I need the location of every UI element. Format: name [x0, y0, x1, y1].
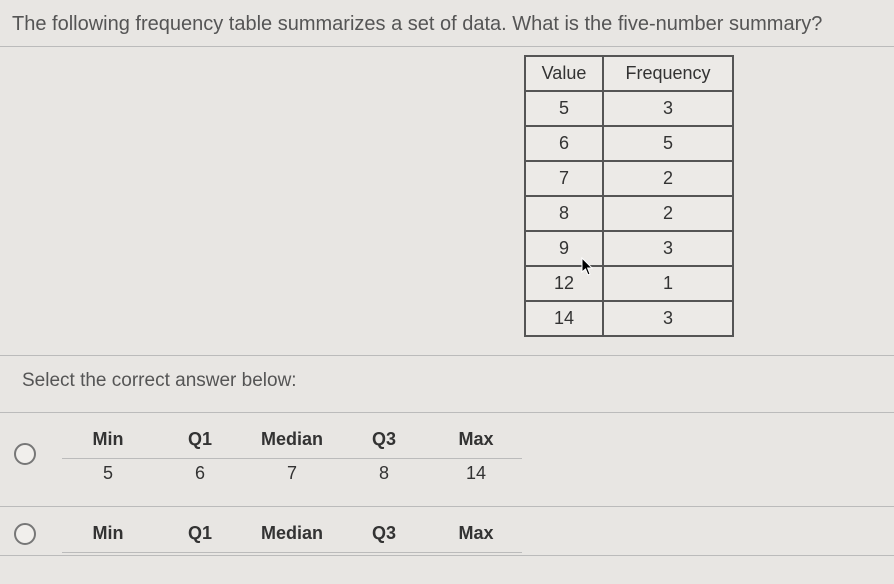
choice-val-max: 14 — [430, 459, 522, 495]
cell-value: 14 — [525, 301, 603, 336]
cell-frequency: 5 — [603, 126, 733, 161]
choice-summary-table: Min Q1 Median Q3 Max 5 6 7 8 14 — [62, 425, 522, 494]
choice-val-median: 7 — [246, 459, 338, 495]
table-row: 12 1 — [525, 266, 733, 301]
table-row: 6 5 — [525, 126, 733, 161]
cell-value: 8 — [525, 196, 603, 231]
cell-frequency: 2 — [603, 196, 733, 231]
table-row: 7 2 — [525, 161, 733, 196]
choice-col-q3: Q3 — [338, 425, 430, 459]
choice-val-q1: 6 — [154, 459, 246, 495]
choice-col-max: Max — [430, 519, 522, 553]
frequency-table: Value Frequency 5 3 6 5 7 2 8 2 9 — [524, 55, 734, 337]
cell-value: 12 — [525, 266, 603, 301]
choice-col-median: Median — [246, 519, 338, 553]
choice-col-max: Max — [430, 425, 522, 459]
cell-value: 5 — [525, 91, 603, 126]
table-row: 14 3 — [525, 301, 733, 336]
table-header-row: Value Frequency — [525, 56, 733, 91]
cell-frequency: 3 — [603, 301, 733, 336]
col-value: Value — [525, 56, 603, 91]
table-row: 8 2 — [525, 196, 733, 231]
cell-value: 6 — [525, 126, 603, 161]
cell-frequency: 3 — [603, 91, 733, 126]
choice-option-2[interactable]: Min Q1 Median Q3 Max — [0, 507, 894, 556]
choice-col-q3: Q3 — [338, 519, 430, 553]
col-frequency: Frequency — [603, 56, 733, 91]
choice-col-min: Min — [62, 425, 154, 459]
choice-val-q3: 8 — [338, 459, 430, 495]
table-row: 9 3 — [525, 231, 733, 266]
choice-val-min: 5 — [62, 459, 154, 495]
cell-frequency: 2 — [603, 161, 733, 196]
choice-col-median: Median — [246, 425, 338, 459]
cell-frequency: 3 — [603, 231, 733, 266]
choice-col-q1: Q1 — [154, 519, 246, 553]
choice-option-1[interactable]: Min Q1 Median Q3 Max 5 6 7 8 14 — [0, 413, 894, 507]
cell-value: 7 — [525, 161, 603, 196]
cell-value: 9 — [525, 231, 603, 266]
choice-summary-table: Min Q1 Median Q3 Max — [62, 519, 522, 553]
cell-frequency: 1 — [603, 266, 733, 301]
select-prompt: Select the correct answer below: — [0, 356, 894, 413]
radio-icon[interactable] — [14, 443, 36, 465]
radio-icon[interactable] — [14, 523, 36, 545]
table-row: 5 3 — [525, 91, 733, 126]
choice-col-q1: Q1 — [154, 425, 246, 459]
question-text: The following frequency table summarizes… — [12, 10, 882, 38]
choice-col-min: Min — [62, 519, 154, 553]
